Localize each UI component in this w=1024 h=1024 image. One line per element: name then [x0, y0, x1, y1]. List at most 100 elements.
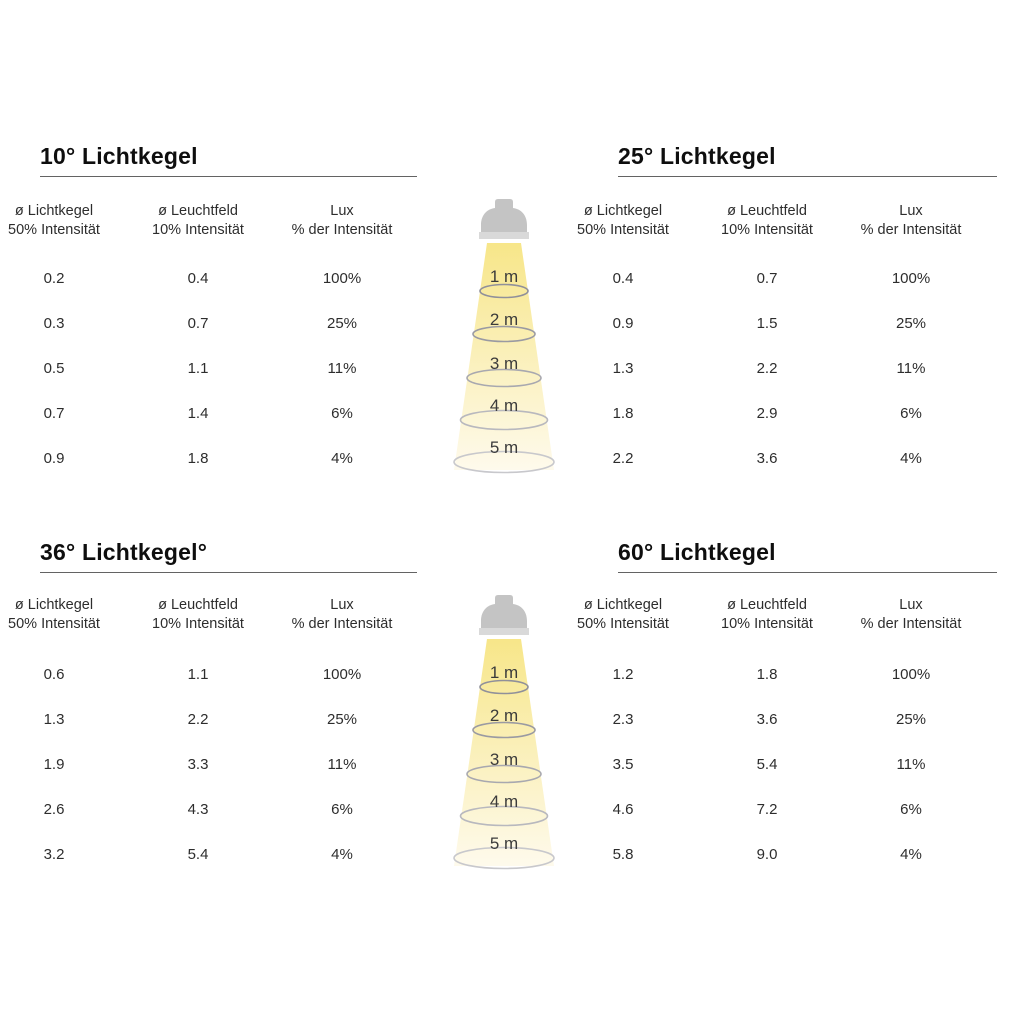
- section-title-36: 36° Lichtkegel°: [40, 539, 208, 565]
- table-cell: 100%: [322, 270, 362, 287]
- table-cell: 0.4: [187, 270, 209, 287]
- table-cell: 0.7: [756, 270, 778, 287]
- table-cell: 0.5: [43, 360, 65, 377]
- column-header-line: 10% Intensität: [152, 615, 244, 632]
- beam-ellipse-3m: [466, 764, 542, 784]
- table-cell: 3.5: [612, 756, 634, 773]
- beam-ellipse-3m: [466, 368, 542, 388]
- light-cone: [454, 243, 554, 470]
- table-cell: 3.2: [43, 846, 65, 863]
- column-header-line: % der Intensität: [860, 615, 962, 632]
- table-cell: 5.8: [612, 846, 634, 863]
- table-cell: 1.9: [43, 756, 65, 773]
- table-cell: 6%: [900, 405, 922, 422]
- table-10: ø Lichtkegel 50% Intensität ø Leuchtfeld…: [0, 202, 414, 481]
- section-title-underline: 36° Lichtkegel°: [40, 539, 417, 573]
- table-cell: 0.3: [43, 315, 65, 332]
- table-60: ø Lichtkegel 50% Intensität ø Leuchtfeld…: [551, 596, 983, 877]
- light-cone-diagram-top: 1 m 2 m 3 m 4 m 5 m: [453, 199, 555, 474]
- table-cell: 6%: [331, 405, 353, 422]
- column-header-line: % der Intensität: [291, 615, 393, 632]
- table-cell: 0.2: [43, 270, 65, 287]
- table-cell: 1.1: [187, 360, 209, 377]
- table-cell: 11%: [896, 756, 926, 773]
- column-header: ø Lichtkegel 50% Intensität: [0, 202, 126, 256]
- column-header-line: 50% Intensität: [577, 221, 669, 238]
- table-cell: 100%: [891, 270, 931, 287]
- table-cell: 4%: [900, 846, 922, 863]
- table-cell: 1.8: [612, 405, 634, 422]
- table-cell: 100%: [322, 666, 362, 683]
- table-cell: 11%: [896, 360, 926, 377]
- table-cell: 4%: [900, 450, 922, 467]
- section-title-underline: 60° Lichtkegel: [618, 539, 997, 573]
- light-cone: [454, 639, 554, 866]
- column-header: ø Lichtkegel 50% Intensität: [551, 596, 695, 652]
- column-header-line: 50% Intensität: [8, 615, 100, 632]
- table-cell: 25%: [895, 315, 927, 332]
- table-cell: 4.3: [187, 801, 209, 818]
- section-title-60: 60° Lichtkegel: [618, 539, 776, 565]
- column-header-line: 10% Intensität: [152, 221, 244, 238]
- column-header-line: % der Intensität: [291, 221, 393, 238]
- table-cell: 4%: [331, 450, 353, 467]
- distance-label: 4 m: [490, 792, 518, 811]
- column-header-line: ø Lichtkegel: [583, 203, 663, 219]
- column-header: ø Lichtkegel 50% Intensität: [551, 202, 695, 256]
- column-header: ø Leuchtfeld 10% Intensität: [695, 202, 839, 256]
- beam-ellipse-5m: [453, 450, 555, 474]
- table-cell: 0.7: [43, 405, 65, 422]
- distance-label: 5 m: [490, 834, 518, 853]
- table-cell: 25%: [895, 711, 927, 728]
- table-cell: 2.2: [756, 360, 778, 377]
- table-cell: 100%: [891, 666, 931, 683]
- table-cell: 0.7: [187, 315, 209, 332]
- table-cell: 9.0: [756, 846, 778, 863]
- table-cell: 4.6: [612, 801, 634, 818]
- table-cell: 25%: [326, 711, 358, 728]
- table-cell: 11%: [327, 756, 357, 773]
- table-cell: 3.6: [756, 711, 778, 728]
- section-title-underline: 10° Lichtkegel: [40, 143, 417, 177]
- column-header-line: ø Leuchtfeld: [158, 597, 238, 613]
- column-header-line: 50% Intensität: [577, 615, 669, 632]
- column-header-line: % der Intensität: [860, 221, 962, 238]
- table-cell: 1.3: [43, 711, 65, 728]
- table-cell: 3.3: [187, 756, 209, 773]
- table-cell: 0.6: [43, 666, 65, 683]
- column-header-line: 10% Intensität: [721, 615, 813, 632]
- column-header-line: ø Leuchtfeld: [158, 203, 238, 219]
- column-header-line: ø Lichtkegel: [583, 597, 663, 613]
- column-header: Lux % der Intensität: [270, 596, 414, 652]
- table-cell: 0.9: [612, 315, 634, 332]
- beam-ellipse-1m: [479, 679, 529, 695]
- table-cell: 1.8: [756, 666, 778, 683]
- table-cell: 4%: [331, 846, 353, 863]
- section-title-underline: 25° Lichtkegel: [618, 143, 997, 177]
- beam-ellipse-4m: [459, 409, 549, 431]
- lamp-body-icon: [481, 595, 527, 628]
- table-cell: 2.2: [187, 711, 209, 728]
- column-header: Lux % der Intensität: [839, 202, 983, 256]
- column-header: Lux % der Intensität: [270, 202, 414, 256]
- distance-label: 2 m: [490, 310, 518, 329]
- beam-ellipse-4m: [459, 805, 549, 827]
- table-36: ø Lichtkegel 50% Intensität ø Leuchtfeld…: [0, 596, 414, 877]
- table-cell: 0.4: [612, 270, 634, 287]
- beam-ellipse-2m: [472, 721, 536, 739]
- column-header: ø Leuchtfeld 10% Intensität: [695, 596, 839, 652]
- distance-label: 1 m: [490, 663, 518, 682]
- column-header: ø Leuchtfeld 10% Intensität: [126, 202, 270, 256]
- column-header-line: Lux: [899, 597, 923, 613]
- distance-label: 2 m: [490, 706, 518, 725]
- column-header: ø Lichtkegel 50% Intensität: [0, 596, 126, 652]
- beam-ellipse-2m: [472, 325, 536, 343]
- table-cell: 1.1: [187, 666, 209, 683]
- column-header-line: Lux: [330, 597, 354, 613]
- column-header-line: ø Leuchtfeld: [727, 203, 807, 219]
- table-cell: 1.3: [612, 360, 634, 377]
- distance-label: 4 m: [490, 396, 518, 415]
- column-header-line: 50% Intensität: [8, 221, 100, 238]
- table-cell: 5.4: [756, 756, 778, 773]
- table-cell: 0.9: [43, 450, 65, 467]
